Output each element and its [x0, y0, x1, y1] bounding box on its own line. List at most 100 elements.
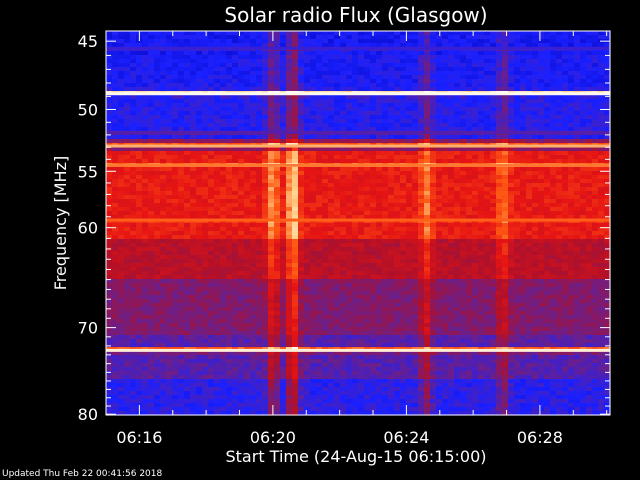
spectrogram-cell [478, 95, 485, 100]
spectrogram-cell [358, 135, 365, 140]
spectrogram-cell [598, 127, 605, 132]
spectrogram-cell [256, 267, 263, 272]
spectrogram-cell [436, 167, 443, 172]
spectrogram-cell [562, 199, 569, 204]
spectrogram-cell [466, 243, 473, 248]
spectrogram-cell [304, 59, 311, 64]
spectrogram-cell [484, 243, 491, 248]
spectrogram-cell [478, 247, 485, 252]
spectrogram-cell [160, 99, 167, 104]
spectrogram-cell [304, 227, 311, 232]
spectrogram-cell [538, 159, 545, 164]
spectrogram-cell [466, 195, 473, 200]
spectrogram-cell [262, 115, 269, 120]
spectrogram-cell [274, 51, 281, 56]
spectrogram-cell [400, 71, 407, 76]
spectrogram-cell [304, 67, 311, 72]
spectrogram-cell [268, 63, 275, 68]
spectrogram-cell [460, 191, 467, 196]
spectrogram-cell [184, 87, 191, 92]
spectrogram-cell [172, 79, 179, 84]
spectrogram-cell [136, 179, 143, 184]
spectrogram-cell [184, 55, 191, 60]
spectrogram-cell [598, 223, 605, 228]
spectrogram-cell [484, 203, 491, 208]
spectrogram-cell [442, 127, 449, 132]
spectrogram-cell [304, 235, 311, 240]
spectrogram-cell [532, 203, 539, 208]
spectrogram-cell [190, 247, 197, 252]
spectrogram-cell [574, 203, 581, 208]
spectrogram-cell [478, 39, 485, 44]
spectrogram-cell [514, 107, 521, 112]
spectrogram-cell [304, 267, 311, 272]
spectrogram-cell [250, 103, 257, 108]
spectrogram-cell [376, 99, 383, 104]
spectrogram-cell [328, 179, 335, 184]
spectrogram-cell [412, 79, 419, 84]
spectrogram-cell [190, 195, 197, 200]
spectrogram-cell [268, 67, 275, 72]
spectrogram-cell [310, 119, 317, 124]
spectrogram-cell [586, 107, 593, 112]
spectrogram-cell [472, 195, 479, 200]
spectrogram-cell [370, 167, 377, 172]
spectrogram-cell [358, 127, 365, 132]
spectrogram-cell [196, 227, 203, 232]
spectrogram-cell [592, 255, 599, 260]
spectrogram-cell [196, 31, 203, 36]
spectrogram-cell [166, 127, 173, 132]
spectrogram-cell [268, 171, 275, 176]
spectrogram-cell [544, 255, 551, 260]
spectrogram-cell [442, 231, 449, 236]
spectrogram-cell [328, 159, 335, 164]
spectrogram-cell [340, 207, 347, 212]
spectrogram-cell [496, 199, 503, 204]
spectrogram-cell [550, 135, 557, 140]
spectrogram-cell [430, 31, 437, 36]
spectrogram-cell [136, 199, 143, 204]
spectrogram-cell [280, 203, 287, 208]
spectrogram-cell [382, 39, 389, 44]
spectrogram-cell [106, 191, 113, 196]
spectrogram-cell [178, 251, 185, 256]
spectrogram-cell [400, 51, 407, 56]
spectrogram-cell [514, 127, 521, 132]
spectrogram-cell [598, 231, 605, 236]
spectrogram-cell [304, 215, 311, 220]
spectrogram-cell [238, 51, 245, 56]
spectrogram-cell [226, 63, 233, 68]
spectrogram-cell [310, 75, 317, 80]
spectrogram-cell [376, 171, 383, 176]
spectrogram-cell [580, 223, 587, 228]
spectrogram-cell [556, 191, 563, 196]
spectrogram-cell [130, 135, 137, 140]
spectrogram-cell [124, 179, 131, 184]
spectrogram-cell [172, 207, 179, 212]
spectrogram-cell [310, 267, 317, 272]
spectrogram-cell [220, 63, 227, 68]
spectrogram-cell [592, 39, 599, 44]
spectrogram-cell [430, 55, 437, 60]
spectrogram-cell [196, 87, 203, 92]
spectrogram-cell [172, 223, 179, 228]
spectrogram-cell [262, 71, 269, 76]
spectrogram-cell [106, 71, 113, 76]
spectrogram-cell [424, 147, 431, 152]
spectrogram-cell [466, 95, 473, 100]
spectrogram-cell [604, 167, 611, 172]
spectrogram-cell [472, 99, 479, 104]
spectrogram-cell [574, 175, 581, 180]
spectrogram-cell [280, 259, 287, 264]
spectrogram-cell [532, 127, 539, 132]
spectrogram-cell [274, 103, 281, 108]
spectrogram-cell [388, 239, 395, 244]
spectrogram-cell [250, 87, 257, 92]
spectrogram-cell [532, 67, 539, 72]
spectrogram-cell [514, 243, 521, 248]
spectrogram-cell [136, 135, 143, 140]
spectrogram-cell [226, 147, 233, 152]
spectrogram-cell [136, 243, 143, 248]
spectrogram-cell [328, 191, 335, 196]
spectrogram-cell [520, 203, 527, 208]
